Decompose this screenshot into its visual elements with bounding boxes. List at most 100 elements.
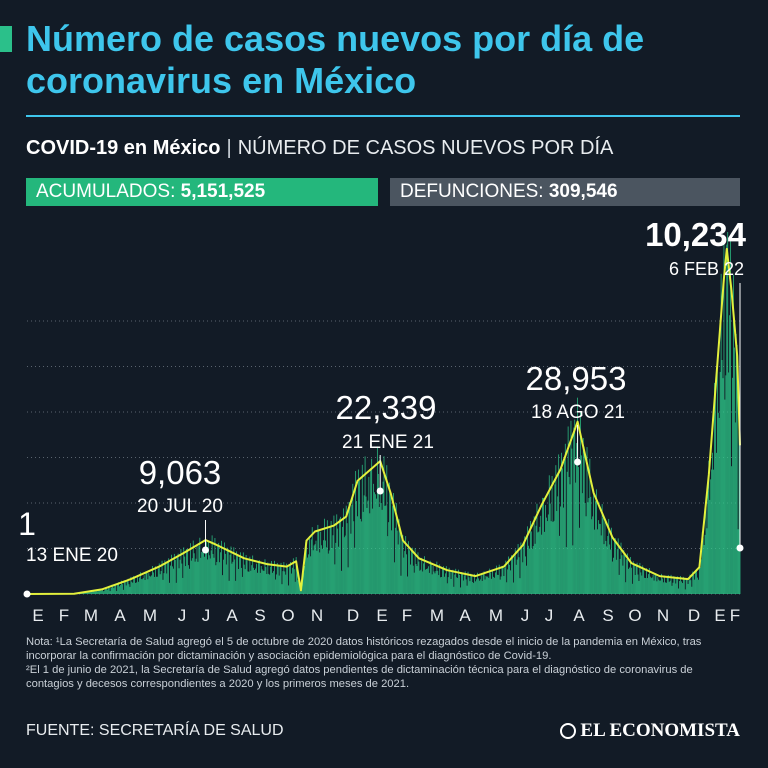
x-tick-label: J [545, 606, 554, 625]
daily-bar [458, 569, 459, 594]
daily-bar [736, 345, 738, 594]
daily-bar [438, 575, 440, 594]
daily-bar [678, 588, 679, 594]
daily-bar [451, 570, 453, 594]
daily-bar [718, 417, 720, 594]
x-tick-label: A [114, 606, 126, 625]
daily-bar [189, 543, 191, 594]
daily-bar [710, 479, 712, 594]
daily-bar [233, 547, 235, 594]
daily-bar [578, 467, 579, 594]
daily-bar [521, 547, 523, 594]
daily-bar [441, 576, 442, 594]
daily-bar [695, 570, 696, 594]
daily-bar [148, 573, 150, 594]
daily-bar [732, 377, 733, 594]
daily-bar [112, 586, 114, 594]
daily-bar [719, 371, 721, 594]
daily-bar [167, 562, 169, 594]
daily-bar [352, 483, 354, 594]
daily-bar [465, 579, 467, 594]
daily-bar [155, 566, 156, 594]
daily-bar [411, 547, 413, 594]
daily-bar [557, 496, 559, 594]
daily-bar [577, 397, 578, 594]
daily-bar [519, 578, 521, 594]
daily-bar [354, 547, 356, 594]
daily-bar [581, 493, 583, 594]
daily-bar [134, 578, 136, 594]
daily-bar [592, 516, 594, 594]
daily-bar [707, 490, 709, 594]
daily-bar [672, 582, 674, 594]
daily-bar [88, 592, 89, 594]
daily-bar [283, 562, 285, 594]
daily-bar [349, 502, 351, 594]
daily-bar [276, 562, 278, 594]
daily-bar [145, 571, 147, 594]
daily-bar [330, 520, 332, 594]
daily-bar [150, 576, 152, 594]
daily-bar [203, 550, 204, 594]
daily-bar [477, 572, 478, 594]
x-tick-label: F [402, 606, 412, 625]
daily-bar [308, 536, 310, 594]
daily-bar [496, 574, 498, 594]
daily-bar [320, 531, 322, 594]
source-text: FUENTE: SECRETARÍA DE SALUD [26, 722, 284, 739]
daily-bar [288, 585, 289, 594]
daily-bar [119, 586, 120, 594]
daily-bar [545, 505, 546, 594]
daily-bar [419, 570, 421, 594]
daily-bar [575, 482, 577, 594]
daily-bar [705, 500, 707, 594]
daily-bar [514, 549, 516, 594]
daily-bar [515, 564, 517, 594]
daily-bar [272, 572, 273, 594]
daily-bar [720, 273, 722, 594]
daily-bar [606, 546, 608, 594]
daily-bar [646, 568, 647, 594]
daily-bar [289, 565, 290, 594]
daily-bar [527, 526, 528, 594]
daily-bar [424, 556, 425, 594]
daily-bar [365, 496, 367, 594]
daily-bar [665, 582, 666, 594]
daily-bar [292, 558, 294, 594]
daily-bar [331, 547, 333, 594]
daily-bar [597, 520, 599, 594]
daily-bar [420, 569, 422, 594]
daily-bar [712, 452, 713, 594]
daily-bar [293, 569, 295, 594]
daily-bar [469, 581, 471, 594]
daily-bar [495, 565, 497, 594]
daily-bar [486, 576, 488, 594]
daily-bar [423, 563, 425, 594]
daily-bar [223, 559, 224, 594]
daily-bar [650, 578, 652, 594]
daily-bar [175, 582, 177, 594]
daily-bar [559, 535, 561, 594]
daily-bar [541, 534, 543, 594]
acumulados-badge: ACUMULADOS: 5,151,525 [26, 178, 378, 206]
x-tick-label: A [573, 606, 585, 625]
daily-bar [643, 569, 645, 594]
daily-bar [199, 537, 201, 594]
daily-bar [196, 544, 198, 594]
daily-bar [190, 560, 192, 594]
daily-bar [717, 412, 719, 594]
daily-bar [624, 553, 626, 594]
daily-bar [98, 590, 100, 594]
daily-bar [178, 568, 180, 594]
daily-bar [733, 274, 734, 594]
daily-bar [574, 419, 576, 594]
daily-bar [334, 564, 336, 594]
daily-bar [480, 574, 482, 594]
daily-bar [255, 568, 256, 594]
daily-bar [634, 575, 636, 594]
daily-bar [410, 564, 411, 594]
daily-bar [321, 545, 323, 594]
daily-bar [343, 537, 345, 594]
annotation-date: 6 FEB 22 [669, 259, 744, 279]
daily-bar [243, 564, 245, 594]
